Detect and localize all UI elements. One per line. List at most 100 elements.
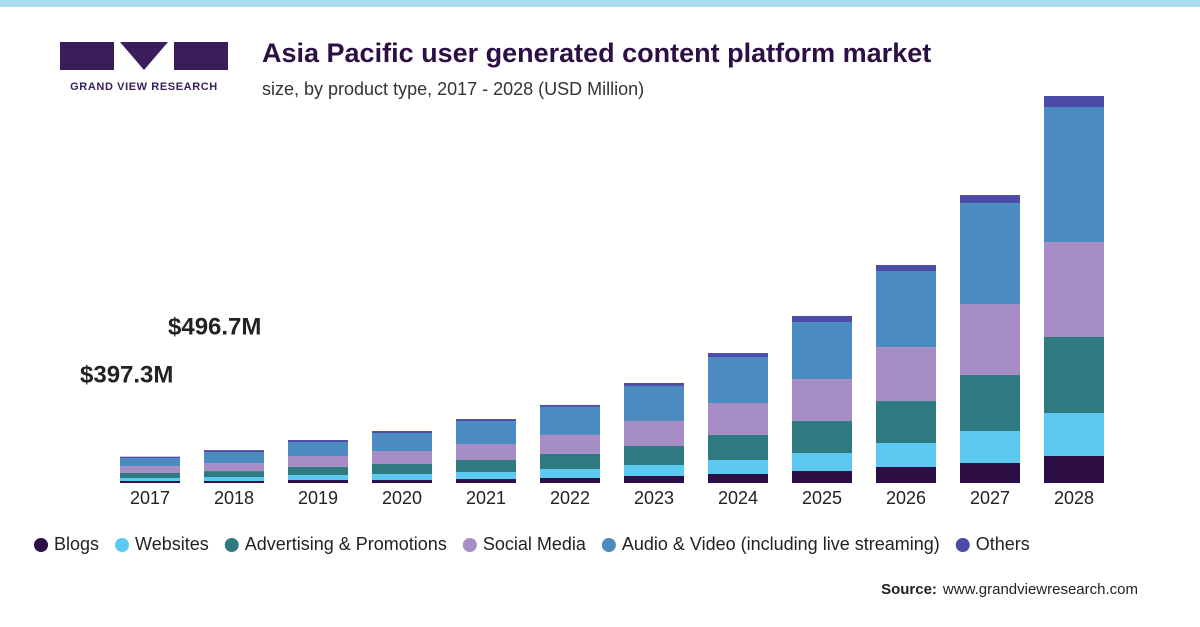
bar-segment [204,463,264,472]
bar-segment [876,466,936,483]
bar-segment [288,480,348,483]
total-label: $496.7M [168,313,261,340]
logo-block [174,42,228,70]
x-tick-label: 2021 [466,488,506,508]
logo: GRAND VIEW RESEARCH [60,42,228,93]
bar-segment [792,316,852,323]
bar-segment [372,433,432,452]
bar-segment [792,322,852,380]
bar-segment [624,445,684,465]
logo-block [60,42,114,70]
bar-segment [624,420,684,446]
chart-title: Asia Pacific user generated content plat… [262,38,931,68]
bar-segment [876,347,936,402]
x-tick-label: 2026 [886,488,926,508]
legend-label: Others [976,534,1030,554]
bar-segment [456,421,516,445]
chart-subtitle: size, by product type, 2017 - 2028 (USD … [262,79,644,99]
bar-segment [288,466,348,475]
bar-segment [876,401,936,444]
bar-segment [120,481,180,483]
bar-segment [708,434,768,461]
x-tick-label: 2020 [382,488,422,508]
bar-segment [960,463,1020,483]
bar-segment [288,474,348,481]
bar-segment [624,385,684,421]
bar-segment [372,431,432,434]
bar-segment [288,455,348,467]
bar-segment [1044,455,1104,483]
bar-segment [876,265,936,272]
bar-segment [708,357,768,404]
logo-block [120,42,168,70]
bar-segment [792,471,852,483]
legend-marker [115,538,130,552]
bar-segment [1044,96,1104,107]
bar-segment [540,477,600,483]
x-tick-label: 2022 [550,488,590,508]
bar-segment [120,478,180,482]
bar-segment [372,451,432,464]
x-tick-label: 2019 [298,488,338,508]
x-tick-label: 2025 [802,488,842,508]
bar-segment [540,434,600,454]
x-tick-label: 2018 [214,488,254,508]
bar-segment [792,453,852,472]
top-strip [0,0,1200,7]
bar-segment [1044,241,1104,338]
bar-segment [960,195,1020,204]
source: Source: www.grandviewresearch.com [881,581,1138,598]
legend-marker [462,538,477,552]
bar-segment [960,304,1020,376]
source-label: Source: [881,581,937,598]
legend-label: Advertising & Promotions [245,534,447,554]
bar-segment [792,421,852,454]
legend-label: Audio & Video (including live streaming) [622,534,940,554]
bar-segment [624,475,684,483]
bar-segment [120,456,180,458]
bar-segment [708,353,768,358]
legend-label: Blogs [54,534,99,554]
bar-segment [624,382,684,386]
bar-segment [540,453,600,469]
bar-segment [120,465,180,474]
bar-segment [204,452,264,464]
bar-segment [624,464,684,476]
bar-segment [456,479,516,483]
legend-marker [601,538,616,552]
bar-segment [708,460,768,474]
bar-segment [876,443,936,467]
bar-segment [960,203,1020,305]
bar-segment [204,471,264,478]
bar-segment [456,472,516,480]
bar-segment [960,431,1020,464]
bar-segment [792,379,852,422]
x-tick-label: 2027 [970,488,1010,508]
bar-segment [372,463,432,474]
x-tick-label: 2028 [1054,488,1094,508]
bar-segment [708,403,768,435]
bar-segment [708,473,768,483]
bar-segment [204,450,264,453]
bar-segment [288,442,348,456]
legend-label: Websites [135,534,209,554]
bar-segment [456,460,516,473]
legend-marker [224,538,239,552]
bar-segment [456,444,516,461]
logo-text: GRAND VIEW RESEARCH [70,81,218,93]
bar-segment [204,481,264,483]
bar-segment [540,468,600,478]
bar-segment [876,271,936,348]
x-tick-label: 2017 [130,488,170,508]
bar-segment [456,419,516,422]
bar-segment [288,440,348,443]
bar-segment [372,473,432,481]
bar-segment [1044,106,1104,242]
bar-segment [540,406,600,435]
legend-marker [955,538,970,552]
source-text: www.grandviewresearch.com [942,581,1138,598]
total-label: $397.3M [80,361,173,388]
x-tick-label: 2024 [718,488,758,508]
